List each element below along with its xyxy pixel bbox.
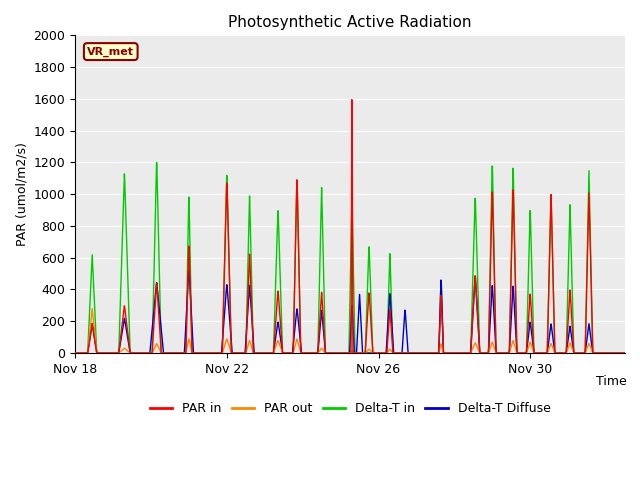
- Title: Photosynthetic Active Radiation: Photosynthetic Active Radiation: [228, 15, 472, 30]
- Y-axis label: PAR (umol/m2/s): PAR (umol/m2/s): [15, 142, 28, 246]
- Legend: PAR in, PAR out, Delta-T in, Delta-T Diffuse: PAR in, PAR out, Delta-T in, Delta-T Dif…: [145, 397, 556, 420]
- Text: VR_met: VR_met: [87, 47, 134, 57]
- X-axis label: Time: Time: [596, 375, 627, 388]
